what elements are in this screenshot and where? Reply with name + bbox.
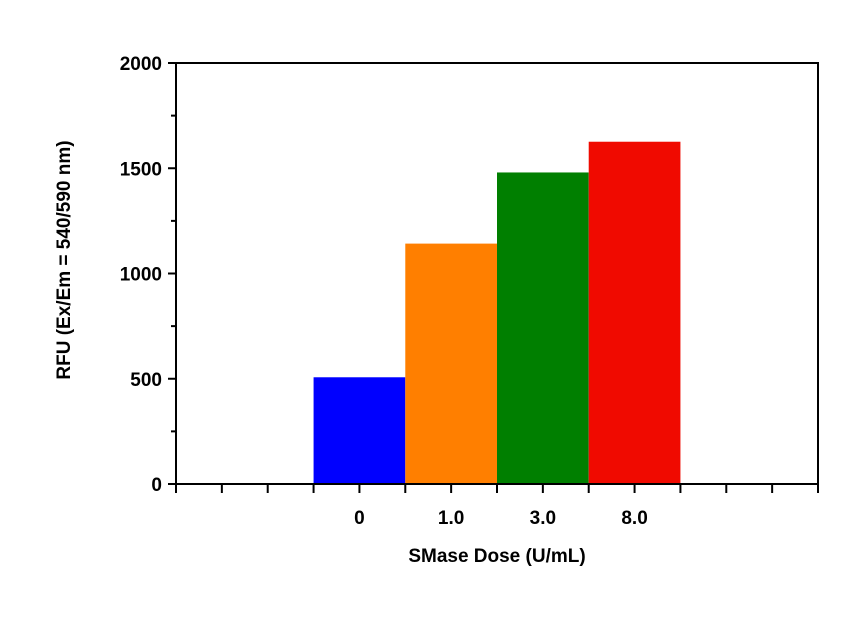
y-axis-label: RFU (Ex/Em = 540/590 nm): [54, 140, 75, 379]
y-tick-label: 500: [130, 370, 162, 391]
y-tick-label: 1500: [120, 159, 162, 180]
bars: [313, 141, 681, 485]
y-tick-label: 2000: [120, 54, 162, 75]
x-axis-label: SMase Dose (U/mL): [408, 546, 585, 567]
x-tick-label: 0: [354, 508, 365, 529]
bar-1: [405, 243, 497, 484]
bar-2: [497, 172, 589, 484]
x-tick-label: 3.0: [530, 508, 556, 529]
y-tick-label: 0: [151, 475, 162, 496]
bar-0: [313, 377, 406, 484]
y-tick-label: 1000: [120, 265, 162, 286]
y-axis-ticks: 0 500 1000 1500 2000: [120, 54, 176, 496]
x-tick-label: 8.0: [621, 508, 647, 529]
x-tick-label: 1.0: [438, 508, 464, 529]
x-axis-ticks: 0 1.0 3.0 8.0: [175, 484, 819, 529]
bar-3: [588, 141, 681, 485]
